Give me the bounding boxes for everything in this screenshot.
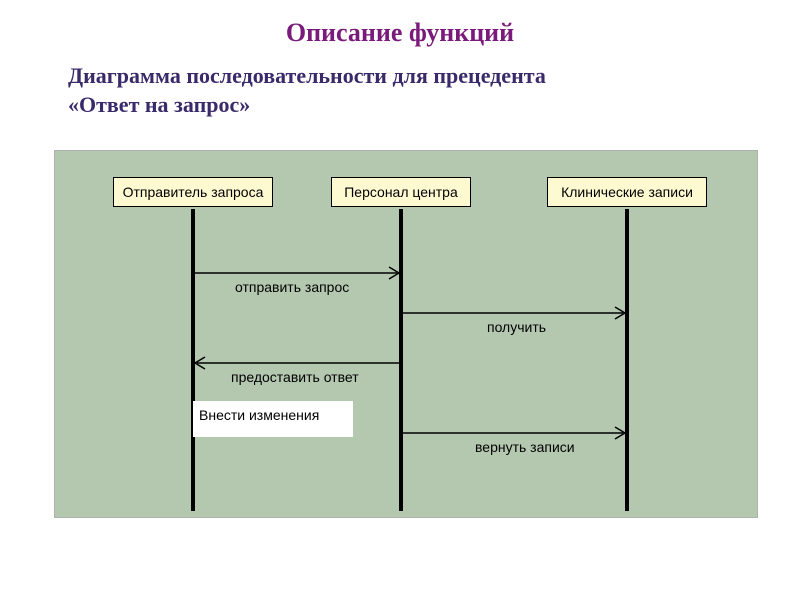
page-title: Описание функций: [0, 0, 800, 48]
subtitle-line2: «Ответ на запрос»: [68, 92, 250, 117]
lifeline-sender: [191, 209, 195, 511]
participant-records: Клинические записи: [547, 177, 707, 207]
message-label: предоставить ответ: [231, 369, 359, 385]
message-label: отправить запрос: [235, 279, 349, 295]
note-box: Внести изменения: [193, 401, 353, 437]
sequence-diagram: Отправитель запроса Персонал центра Клинич…: [54, 150, 758, 518]
participant-staff: Персонал центра: [331, 177, 471, 207]
page-subtitle: Диаграмма последовательности для прецеде…: [0, 48, 800, 119]
subtitle-line1: Диаграмма последовательности для прецеде…: [68, 63, 546, 88]
message-label: получить: [487, 319, 546, 335]
lifeline-staff: [399, 209, 403, 511]
participant-sender: Отправитель запроса: [113, 177, 273, 207]
message-label: вернуть записи: [475, 439, 575, 455]
lifeline-records: [625, 209, 629, 511]
